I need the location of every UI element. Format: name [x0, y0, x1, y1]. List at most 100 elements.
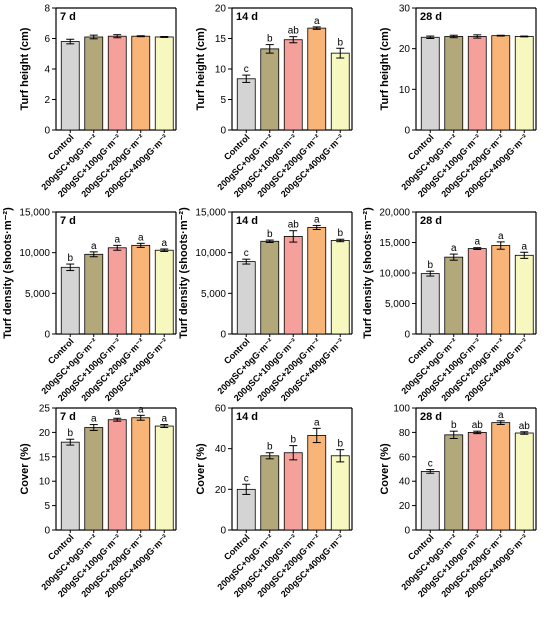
y-tick-label: 20 [399, 44, 411, 55]
y-tick-label: 40 [215, 444, 227, 455]
bar [84, 427, 104, 531]
significance-letter: a [138, 404, 144, 415]
bar [307, 435, 327, 531]
bar [491, 422, 511, 531]
panel-label: 7 d [60, 411, 76, 423]
panel-label: 7 d [60, 215, 76, 227]
panel-label: 28 d [420, 11, 442, 23]
y-tick-label: 20 [39, 428, 51, 439]
bar [283, 235, 303, 335]
y-tick-label: 60 [215, 404, 227, 415]
bar [444, 434, 464, 531]
y-axis-title: Turf density (shoots·m⁻²) [178, 207, 190, 339]
significance-letter: a [138, 232, 144, 243]
y-tick-label: 0 [220, 526, 226, 537]
bar [260, 48, 280, 131]
significance-letter: b [267, 34, 273, 45]
y-tick-label: 20,000 [379, 208, 410, 219]
bar [420, 36, 440, 131]
y-tick-label: 15,000 [195, 208, 226, 219]
bar [131, 417, 151, 531]
significance-letter: a [498, 231, 504, 242]
significance-letter: a [314, 214, 320, 225]
bar [420, 471, 440, 531]
y-axis-title: Turf density (shoots·m⁻²) [362, 207, 374, 339]
bar [107, 35, 127, 131]
y-tick-label: 10,000 [195, 248, 226, 259]
y-axis-title: Turf height (cm) [19, 27, 31, 110]
bar [283, 39, 303, 131]
bar [154, 425, 174, 531]
bar [467, 248, 487, 335]
significance-letter: b [337, 228, 343, 239]
y-tick-label: 25 [39, 404, 51, 415]
panel-label: 28 d [420, 215, 442, 227]
y-tick-label: 5,000 [25, 289, 50, 300]
y-axis-title: Turf density (shoots·m⁻²) [2, 207, 14, 339]
bar [236, 488, 256, 531]
significance-letter: c [428, 459, 433, 470]
bar [514, 254, 534, 335]
chart-panel-4: 0 5,000 10,000 15,000 Turf density (shoots·m… [2, 207, 177, 403]
significance-letter: b [267, 442, 273, 453]
significance-letter: a [114, 234, 120, 245]
bar [307, 27, 327, 131]
y-tick-label: 0 [44, 330, 50, 341]
y-tick-label: 8 [44, 4, 50, 15]
significance-letter: a [314, 16, 320, 27]
y-tick-label: 10,000 [379, 269, 410, 280]
significance-letter: b [337, 37, 343, 48]
bar [154, 36, 174, 131]
significance-letter: c [244, 64, 249, 75]
significance-letter: a [498, 410, 504, 421]
bar [330, 455, 350, 531]
significance-letter: a [314, 417, 320, 428]
y-axis-title: Cover (%) [195, 443, 207, 495]
significance-letter: c [244, 473, 249, 484]
y-tick-label: 0 [404, 330, 410, 341]
chart-panel-5: 0 5,000 10,000 15,000 Turf density (shoots·m… [178, 207, 353, 403]
y-tick-label: 15 [39, 452, 51, 463]
bar [491, 35, 511, 131]
significance-letter: b [67, 428, 73, 439]
y-tick-label: 0 [404, 526, 410, 537]
significance-letter: a [161, 414, 167, 425]
significance-letter: a [114, 407, 120, 418]
y-tick-label: 60 [399, 452, 411, 463]
y-tick-label: 30 [399, 4, 411, 15]
bar [330, 240, 350, 335]
y-tick-label: 0 [220, 126, 226, 137]
significance-letter: a [521, 241, 527, 252]
bar [467, 36, 487, 131]
bar [131, 35, 151, 131]
bar [260, 240, 280, 335]
y-tick-label: 0 [404, 126, 410, 137]
y-tick-label: 10 [39, 477, 51, 488]
bar [236, 78, 256, 131]
y-tick-label: 0 [44, 526, 50, 537]
bar [131, 244, 151, 335]
bar [283, 452, 303, 531]
bar [514, 432, 534, 531]
significance-letter: b [427, 260, 433, 271]
significance-letter: a [451, 243, 457, 254]
y-tick-label: 15 [215, 34, 227, 45]
panel-label: 14 d [236, 215, 258, 227]
significance-letter: a [161, 238, 167, 249]
significance-letter: ab [288, 26, 300, 37]
bar [420, 273, 440, 335]
panel-label: 28 d [420, 411, 442, 423]
panel-label: 14 d [236, 411, 258, 423]
y-tick-label: 4 [44, 65, 50, 76]
bar [330, 52, 350, 131]
y-tick-label: 15,000 [19, 208, 50, 219]
y-tick-label: 5,000 [201, 289, 226, 300]
bar [60, 41, 80, 131]
